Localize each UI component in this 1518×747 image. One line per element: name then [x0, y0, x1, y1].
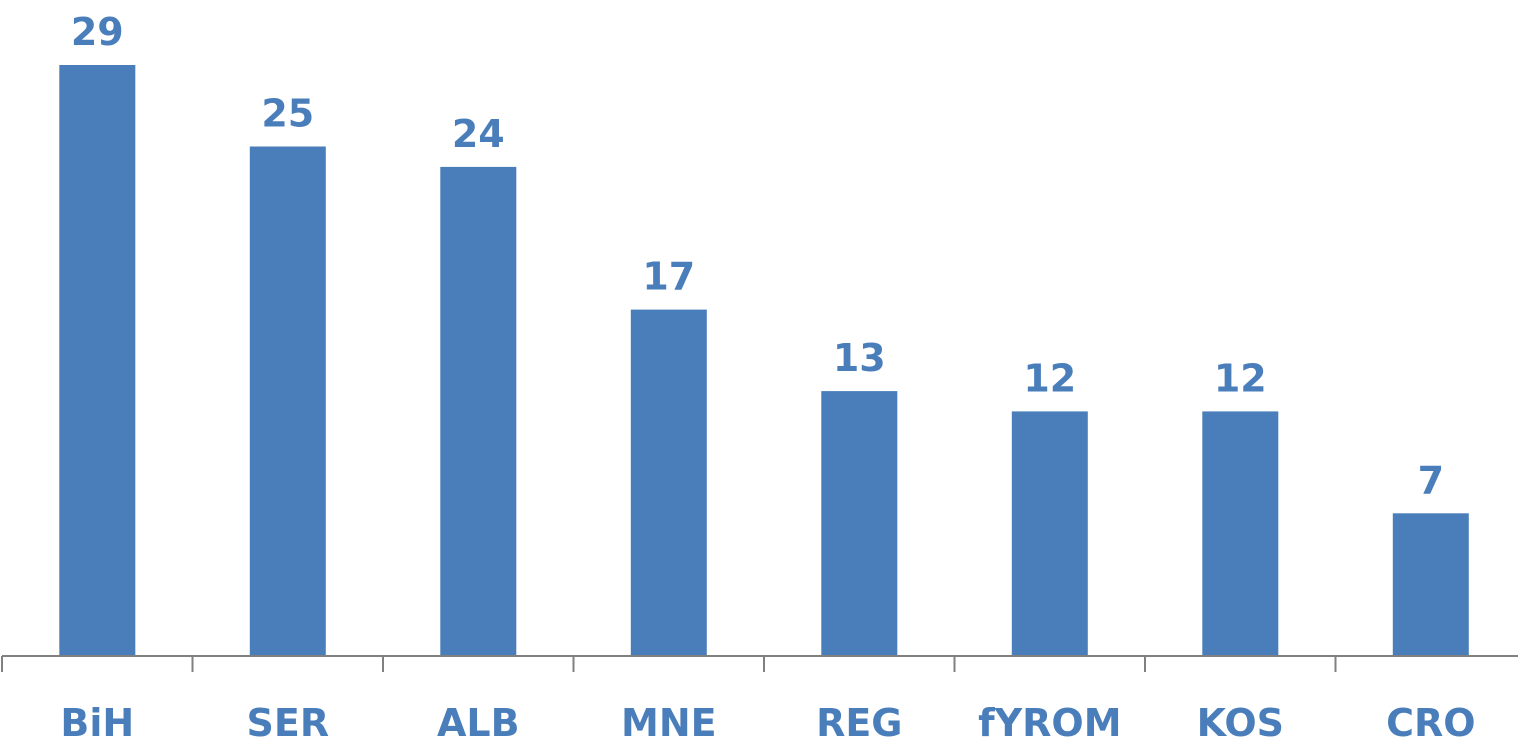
category-label-ser: SER — [247, 701, 330, 743]
bar-bih — [59, 65, 136, 656]
bar-reg — [821, 391, 898, 656]
category-labels-group: BiH SER ALB MNE REG fYROM KOS CRO — [60, 701, 1475, 745]
bar-fyrom — [1011, 411, 1088, 656]
category-label-fyrom: fYROM — [978, 701, 1121, 743]
bar-ser — [249, 146, 326, 656]
category-label-bih: BiH — [60, 701, 134, 743]
value-label-bih: 29 — [71, 10, 124, 54]
category-label-mne: MNE — [621, 701, 717, 743]
bar-cro — [1392, 513, 1469, 656]
value-label-mne: 17 — [642, 255, 695, 299]
value-label-fyrom: 12 — [1023, 356, 1076, 400]
bar-kos — [1202, 411, 1279, 656]
bar-alb — [440, 166, 517, 656]
value-label-cro: 7 — [1418, 458, 1444, 502]
bar-mne — [630, 309, 707, 656]
category-label-kos: KOS — [1197, 701, 1284, 743]
value-label-ser: 25 — [261, 92, 314, 136]
category-label-reg: REG — [816, 701, 902, 743]
value-label-kos: 12 — [1214, 356, 1267, 400]
category-label-alb: ALB — [437, 701, 520, 743]
value-labels-group: 29 25 24 17 13 12 12 7 — [71, 10, 1444, 502]
category-label-cro: CRO — [1386, 701, 1475, 743]
x-axis — [1, 655, 1518, 672]
value-label-reg: 13 — [833, 336, 886, 380]
value-label-alb: 24 — [452, 112, 505, 156]
bars-group — [59, 65, 1469, 656]
